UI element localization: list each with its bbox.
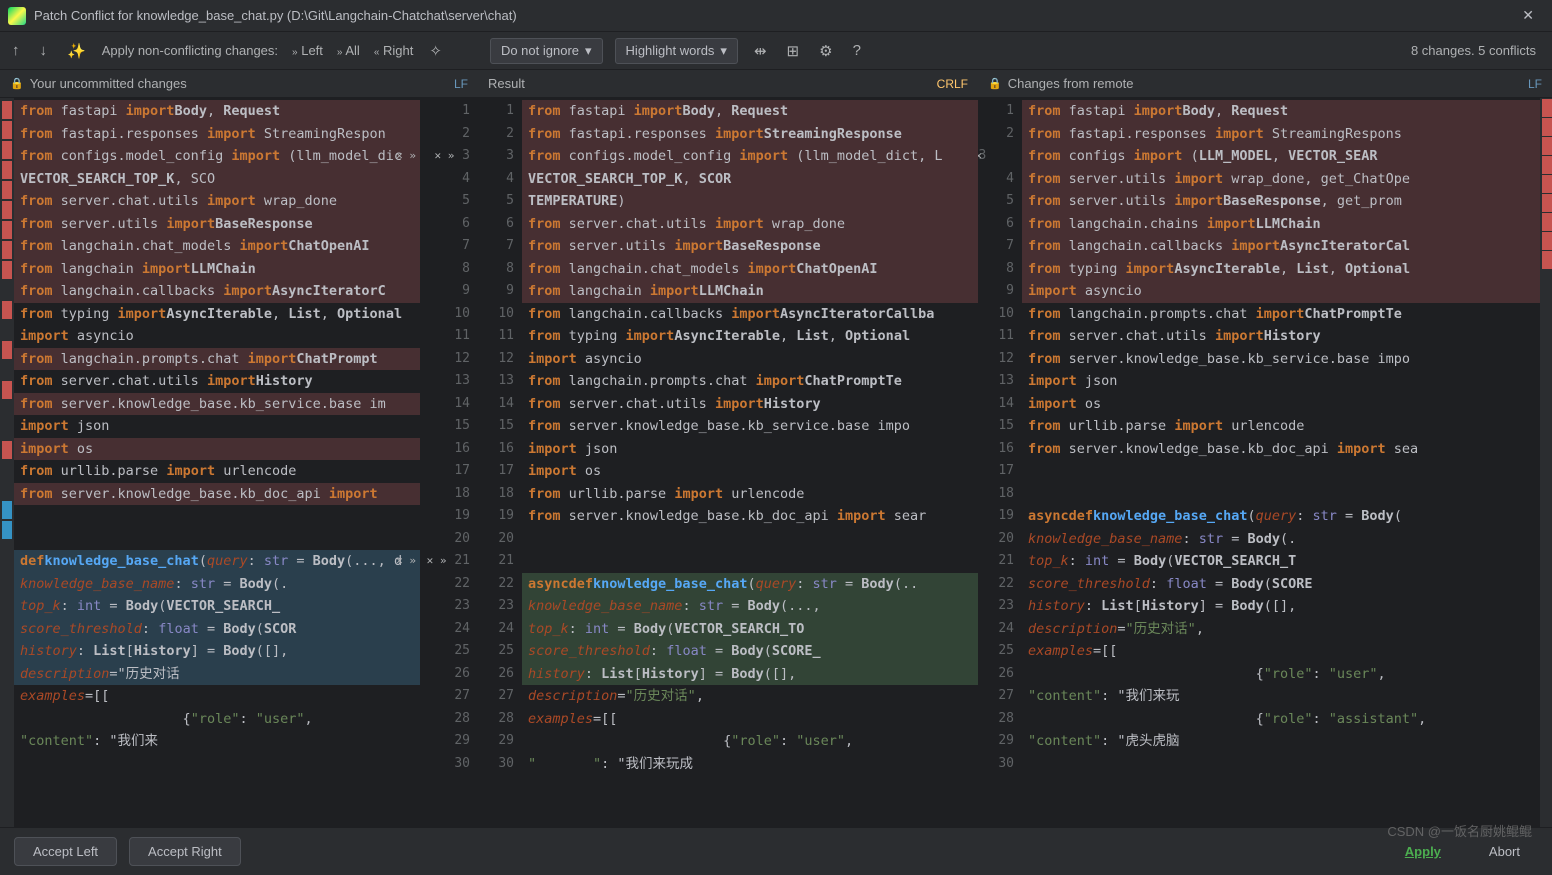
center-crlf: CRLF bbox=[937, 77, 968, 91]
apply-all-button[interactable]: » All bbox=[335, 43, 360, 58]
ignore-dropdown[interactable]: Do not ignore▾ bbox=[490, 38, 603, 64]
apply-right-button[interactable]: « Right bbox=[372, 43, 414, 58]
pane-headers: 🔒 Your uncommitted changes LF Result CRL… bbox=[0, 70, 1552, 98]
prev-change-icon[interactable]: ↑ bbox=[8, 40, 24, 61]
right-lf: LF bbox=[1528, 77, 1542, 91]
left-lf: LF bbox=[454, 77, 468, 91]
abort-button[interactable]: Abort bbox=[1471, 838, 1538, 865]
apply-left-button[interactable]: » Left bbox=[290, 43, 323, 58]
lock-icon: 🔒 bbox=[10, 77, 24, 90]
right-change-stripe[interactable] bbox=[1540, 98, 1552, 827]
next-change-icon[interactable]: ↓ bbox=[36, 40, 52, 61]
left-code-pane[interactable]: from fastapi import Body, Requestfrom fa… bbox=[14, 98, 420, 827]
close-icon[interactable]: ✕ bbox=[1512, 3, 1544, 28]
watermark: CSDN @一饭名厨姚鲲鲲 bbox=[1387, 821, 1532, 840]
app-icon bbox=[8, 7, 26, 25]
center-gutter: 1234567891011121314151617181920212223242… bbox=[478, 98, 522, 827]
settings-icon[interactable]: ⚙ bbox=[815, 40, 836, 62]
diff-area: from fastapi import Body, Requestfrom fa… bbox=[0, 98, 1552, 827]
right-header: Changes from remote bbox=[1008, 76, 1528, 91]
collapse-icon[interactable]: ⇹ bbox=[750, 40, 771, 62]
left-gutter: 12✕ » 34567891011121314151617181920✕ » 2… bbox=[420, 98, 478, 827]
magic-icon[interactable]: ✨ bbox=[63, 40, 90, 62]
left-header: Your uncommitted changes bbox=[30, 76, 454, 91]
window-title: Patch Conflict for knowledge_base_chat.p… bbox=[34, 8, 1512, 23]
apply-label: Apply non-conflicting changes: bbox=[102, 43, 278, 58]
apply-button[interactable]: Apply bbox=[1387, 838, 1459, 865]
title-bar: Patch Conflict for knowledge_base_chat.p… bbox=[0, 0, 1552, 32]
toolbar: ↑ ↓ ✨ Apply non-conflicting changes: » L… bbox=[0, 32, 1552, 70]
sync-scroll-icon[interactable]: ⊞ bbox=[783, 40, 804, 62]
footer: Accept Left Accept Right Apply Abort bbox=[0, 827, 1552, 875]
right-code-pane[interactable]: from fastapi import Body, Requestfrom fa… bbox=[1022, 98, 1540, 827]
help-icon[interactable]: ? bbox=[849, 40, 865, 61]
highlight-dropdown[interactable]: Highlight words▾ bbox=[615, 38, 738, 64]
right-gutter: 123 « ✕456789101112131415161718192021222… bbox=[978, 98, 1022, 827]
left-change-stripe[interactable] bbox=[0, 98, 14, 827]
center-header: Result bbox=[488, 76, 937, 91]
wand-icon[interactable]: ✧ bbox=[425, 40, 446, 62]
accept-right-button[interactable]: Accept Right bbox=[129, 837, 241, 866]
lock-icon: 🔒 bbox=[988, 77, 1002, 90]
status-text: 8 changes. 5 conflicts bbox=[1411, 43, 1544, 58]
accept-left-button[interactable]: Accept Left bbox=[14, 837, 117, 866]
center-code-pane[interactable]: from fastapi import Body, Requestfrom fa… bbox=[522, 98, 978, 827]
